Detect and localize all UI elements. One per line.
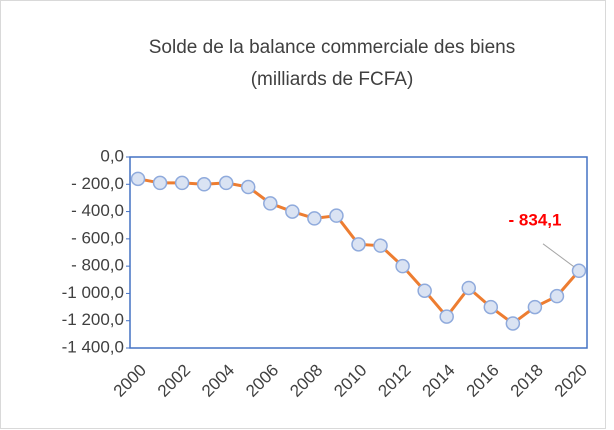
data-point <box>196 177 212 192</box>
data-label: - 834,1 <box>509 210 562 229</box>
data-point <box>152 175 168 191</box>
data-point <box>307 211 322 226</box>
y-tick-label: - 400,0 <box>71 201 124 220</box>
y-tick-label: - 800,0 <box>71 256 124 275</box>
chart-subtitle: (milliards de FCFA) <box>251 69 414 90</box>
y-tick-label: - 600,0 <box>71 228 124 247</box>
data-point <box>571 263 587 279</box>
plot-frame <box>129 156 588 349</box>
y-tick-label: 0,0 <box>100 146 124 165</box>
data-point <box>263 196 278 211</box>
data-point <box>461 280 476 296</box>
data-point <box>351 237 366 252</box>
y-tick-label: -1 000,0 <box>62 283 124 302</box>
data-point <box>527 299 543 315</box>
data-point <box>373 238 388 253</box>
data-point <box>549 288 565 304</box>
data-point <box>285 204 300 219</box>
data-point <box>395 258 410 274</box>
y-tick-label: - 200,0 <box>71 174 124 193</box>
data-point <box>483 299 499 315</box>
y-tick-label: -1 200,0 <box>62 310 124 329</box>
data-point <box>174 175 190 191</box>
data-point <box>218 175 234 191</box>
chart-title: Solde de la balance commerciale des bien… <box>149 37 516 58</box>
data-point <box>329 208 344 223</box>
data-point <box>130 171 146 187</box>
data-point <box>505 316 521 331</box>
data-point <box>241 179 256 195</box>
leader-line <box>542 243 575 268</box>
data-point <box>417 283 432 298</box>
data-point <box>439 309 454 324</box>
y-tick-label: -1 400,0 <box>62 337 124 356</box>
